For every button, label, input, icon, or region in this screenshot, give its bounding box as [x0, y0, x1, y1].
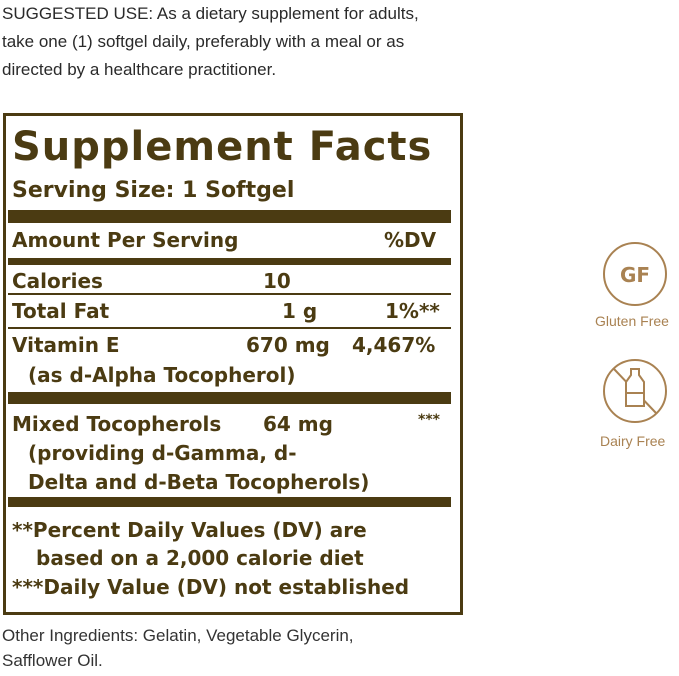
suggested-use-line: directed by a healthcare practitioner.: [2, 60, 277, 79]
suggested-use-line: SUGGESTED USE: As a dietary supplement f…: [2, 4, 419, 23]
row-amount: 1 g: [282, 299, 318, 323]
row-sub: (providing d-Gamma, d-: [28, 441, 297, 465]
divider: [8, 293, 451, 295]
gf-glyph: GF: [620, 263, 650, 287]
row-sub: (as d-Alpha Tocopherol): [28, 363, 296, 387]
divider: [8, 210, 451, 223]
divider: [8, 497, 451, 507]
row-dv: ***: [418, 412, 440, 428]
row-name: Vitamin E: [12, 333, 120, 357]
gluten-free-badge: GF: [593, 241, 673, 321]
row-name: Calories: [12, 269, 103, 293]
footnote: based on a 2,000 calorie diet: [36, 546, 364, 570]
footnote: **Percent Daily Values (DV) are: [12, 518, 367, 542]
row-amount: 10: [263, 269, 291, 293]
supplement-facts-panel: [3, 113, 463, 615]
dv-header: %DV: [384, 228, 437, 252]
divider: [8, 327, 451, 329]
footnote: ***Daily Value (DV) not established: [12, 575, 410, 599]
other-ingredients: Safflower Oil.: [2, 651, 103, 670]
no-milk-bottle-icon: [603, 359, 667, 423]
facts-title: Supplement Facts: [12, 124, 433, 170]
serving-size: Serving Size: 1 Softgel: [12, 178, 295, 203]
row-amount: 670 mg: [246, 333, 330, 357]
dairy-free-label: Dairy Free: [600, 433, 666, 449]
row-name: Total Fat: [12, 299, 110, 323]
other-ingredients: Other Ingredients: Gelatin, Vegetable Gl…: [2, 626, 354, 645]
row-dv: 4,467%: [352, 333, 436, 357]
dairy-free-badge: [593, 357, 677, 431]
gluten-free-icon: GF: [603, 242, 667, 306]
row-amount: 64 mg: [263, 412, 333, 436]
row-name: Mixed Tocopherols: [12, 412, 222, 436]
amount-header: Amount Per Serving: [12, 228, 239, 252]
row-dv: 1%**: [385, 299, 440, 323]
row-sub: Delta and d-Beta Tocopherols): [28, 470, 370, 494]
gluten-free-label: Gluten Free: [595, 313, 669, 329]
divider: [8, 392, 451, 404]
divider: [8, 258, 451, 265]
suggested-use-line: take one (1) softgel daily, preferably w…: [2, 32, 405, 51]
